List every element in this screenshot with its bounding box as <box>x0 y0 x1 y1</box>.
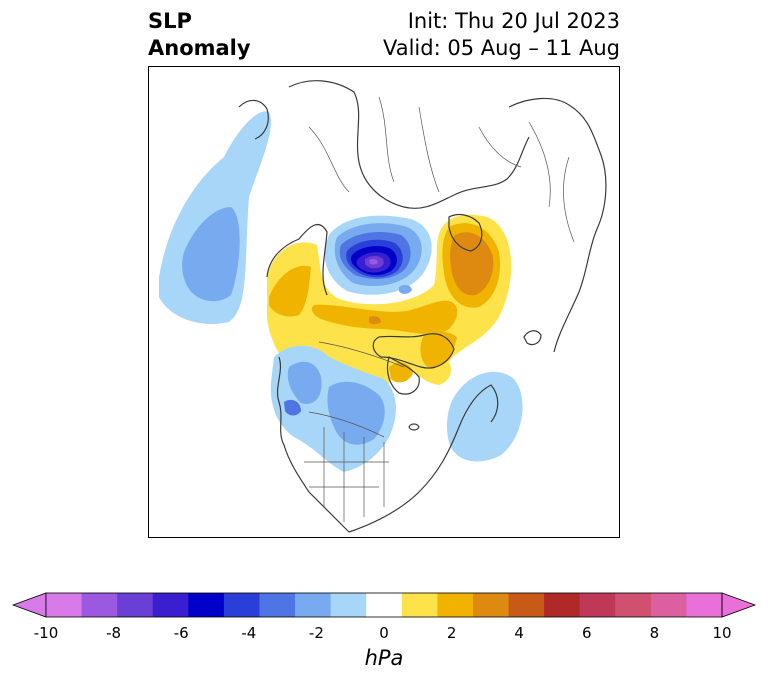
colorbar-cell <box>295 593 332 617</box>
colorbar-tick-label: 4 <box>514 624 524 642</box>
coastlines <box>238 80 607 533</box>
anomaly-high-arctic-ring <box>267 214 512 399</box>
anomaly-low-north-pacific <box>159 111 271 325</box>
colorbar-cell <box>437 593 474 617</box>
colorbar-outline <box>45 592 723 618</box>
colorbar <box>11 592 757 618</box>
title-line-2: Anomaly <box>148 36 251 60</box>
colorbar-cell <box>81 593 118 617</box>
colorbar-right-extend <box>721 592 757 618</box>
colorbar-tick-label: 10 <box>712 624 732 642</box>
colorbar-tick-label: 8 <box>649 624 660 642</box>
colorbar-left-extend <box>11 592 47 618</box>
title-line-1: SLP <box>148 9 192 33</box>
colorbar-tick-label: -8 <box>106 624 122 642</box>
valid-range-text: Valid: 05 Aug – 11 Aug <box>382 36 620 60</box>
map-title: SLP Anomaly <box>148 8 251 62</box>
colorbar-tick-label: 0 <box>379 624 389 642</box>
forecast-dates: Init: Thu 20 Jul 2023 Valid: 05 Aug – 11… <box>383 8 620 62</box>
colorbar-cell <box>188 593 225 617</box>
colorbar-cells <box>46 593 723 617</box>
colorbar-cell <box>330 593 367 617</box>
colorbar-cell <box>472 593 510 617</box>
colorbar-cell <box>579 593 616 617</box>
colorbar-tick-label: -4 <box>241 624 257 642</box>
colorbar-cell <box>544 593 581 617</box>
colorbar-cell <box>686 593 723 617</box>
slp-anomaly-map <box>159 80 607 533</box>
anomaly-low-west-atlantic <box>446 371 523 462</box>
init-date-text: Init: Thu 20 Jul 2023 <box>407 9 620 33</box>
colorbar-tick-label: -10 <box>33 624 59 642</box>
colorbar-cell <box>508 593 545 617</box>
anomaly-low-arctic <box>324 215 432 295</box>
colorbar-cell <box>615 593 652 617</box>
colorbar-cell <box>401 593 438 617</box>
colorbar-cell <box>46 593 83 617</box>
colorbar-cell <box>366 593 403 617</box>
colorbar-tick-labels: -10 -8 -6 -4 -2 0 2 4 6 8 10 <box>0 624 768 646</box>
colorbar-tick-label: 2 <box>446 624 457 642</box>
country-borders <box>304 96 575 522</box>
colorbar-cell <box>152 593 189 617</box>
colorbar-cell <box>117 593 154 617</box>
colorbar-tick-label: -2 <box>308 624 324 642</box>
colorbar-cell <box>223 593 260 617</box>
colorbar-cell <box>650 593 687 617</box>
map-panel <box>148 66 620 538</box>
colorbar-tick-label: -6 <box>173 624 189 642</box>
colorbar-unit-label: hPa <box>364 646 404 670</box>
colorbar-tick-label: 6 <box>582 624 592 642</box>
colorbar-cell <box>259 593 296 617</box>
anomaly-low-central-canada <box>270 345 396 472</box>
